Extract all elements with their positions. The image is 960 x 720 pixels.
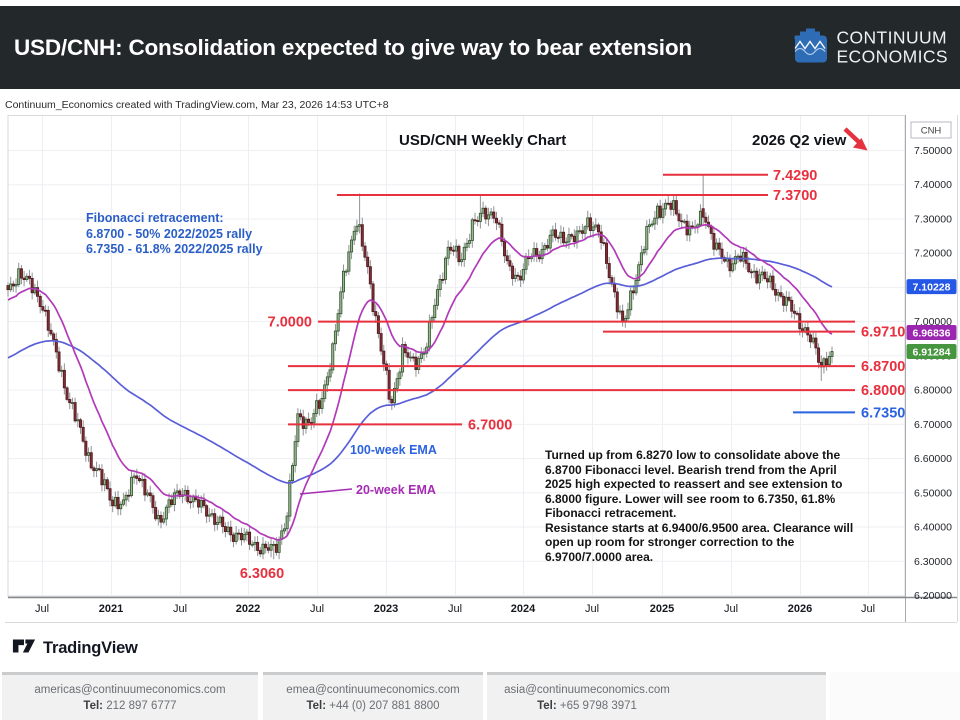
price-badge-label: 6.91284 (913, 346, 951, 358)
asia-tel: Tel: +65 9798 3971 (487, 698, 687, 714)
ema100-label: 100-week EMA (350, 443, 437, 457)
footer-spacer (830, 672, 960, 720)
price-tick: 6.70000 (914, 419, 952, 431)
time-tick-2025: 2025 (650, 603, 674, 615)
time-tick-Jul: Jul (173, 603, 187, 615)
time-axis[interactable]: Jul 2021 Jul 2022 Jul 2023 Jul 2024 Jul 2025 Jul 20… (35, 603, 875, 615)
time-tick-Jul: Jul (861, 603, 875, 615)
level-label-6.3060: 6.3060 (240, 566, 284, 582)
level-label-6.7350: 6.7350 (861, 405, 905, 421)
chart-attribution: Continuum_Economics created with Trading… (5, 99, 389, 111)
emea-tel: Tel: +44 (0) 207 881 8800 (263, 698, 483, 714)
ema-20-week (7, 223, 833, 541)
footer-asia: asia@continuumeconomics.com Tel: +65 979… (487, 672, 826, 720)
price-tick: 6.40000 (914, 522, 952, 534)
price-tick: 6.60000 (914, 453, 952, 465)
level-label-7.3700: 7.3700 (773, 188, 817, 204)
chart-title: USD/CNH Weekly Chart (399, 132, 567, 149)
americas-email: americas@continuumeconomics.com (34, 684, 226, 696)
price-badge-6.96836 (906, 324, 957, 340)
tradingview-logo[interactable]: TradingView (12, 636, 138, 661)
continuum-economics-logo: CONTINUUM ECONOMICS (789, 24, 948, 71)
level-label-7.4290: 7.4290 (773, 168, 817, 184)
price-tick: 6.80000 (914, 385, 952, 397)
price-badge-7.10228 (906, 279, 957, 295)
time-tick-Jul: Jul (585, 603, 599, 615)
brand-line-2: ECONOMICS (836, 46, 948, 67)
footer-americas: americas@continuumeconomics.com Tel: 212… (2, 672, 258, 720)
candles-group (6, 174, 834, 560)
ema20-label: 20-week EMA (356, 483, 436, 497)
price-tick: 7.50000 (914, 145, 952, 157)
tradingview-icon (12, 636, 36, 661)
price-tick: 6.30000 (914, 556, 952, 568)
level-label-6.9710: 6.9710 (861, 325, 905, 341)
footer-emea: emea@continuumeconomics.com Tel: +44 (0)… (263, 672, 483, 720)
price-tick: 7.40000 (914, 179, 952, 191)
level-label-6.8700: 6.8700 (861, 359, 905, 375)
ema-100-week (7, 257, 833, 484)
price-badge-label: 7.10228 (913, 281, 951, 293)
asia-email: asia@continuumeconomics.com (504, 684, 670, 696)
tel-number: +44 (0) 207 881 8800 (329, 700, 440, 712)
level-label-6.7000: 6.7000 (468, 417, 512, 433)
time-tick-Jul: Jul (310, 603, 324, 615)
tel-number: 212 897 6777 (106, 700, 177, 712)
continuum-logo-icon (789, 24, 829, 71)
time-tick-Jul: Jul (35, 603, 49, 615)
brand-text: CONTINUUM ECONOMICS (836, 27, 948, 67)
time-tick-Jul: Jul (724, 603, 738, 615)
time-tick-2023: 2023 (374, 603, 398, 615)
price-tick: 7.20000 (914, 248, 952, 260)
header-bar: USD/CNH: Consolidation expected to give … (0, 6, 960, 89)
emea-email: emea@continuumeconomics.com (286, 684, 460, 696)
level-label-7.0000: 7.0000 (268, 315, 312, 331)
price-badge-6.91284 (906, 343, 957, 359)
analyst-commentary: Turned up from 6.8270 low to consolidate… (545, 448, 854, 564)
price-badge-label: 6.96836 (913, 327, 951, 339)
price-tick: 6.20000 (914, 590, 952, 602)
bear-arrow-icon (843, 127, 868, 151)
americas-tel: Tel: 212 897 6777 (2, 698, 258, 714)
pane-label: CNH (921, 126, 942, 137)
level-label-6.8000: 6.8000 (861, 383, 905, 399)
price-tick: 7.30000 (914, 213, 952, 225)
time-tick-2021: 2021 (99, 603, 123, 615)
pane-label-box (910, 121, 952, 139)
price-tick: 6.50000 (914, 487, 952, 499)
fibonacci-note: Fibonacci retracement: 6.8700 - 50% 2022… (86, 211, 263, 256)
quarter-view-label: 2026 Q2 view (752, 132, 847, 149)
time-tick-2026: 2026 (788, 603, 812, 615)
time-tick-Jul: Jul (448, 603, 462, 615)
tradingview-wordmark: TradingView (43, 639, 138, 657)
tel-number: +65 9798 3971 (559, 700, 637, 712)
brand-line-1: CONTINUUM (836, 27, 947, 48)
tel-label: Tel: (83, 700, 104, 712)
tel-label: Tel: (306, 700, 327, 712)
time-tick-2022: 2022 (236, 603, 260, 615)
tel-label: Tel: (537, 700, 557, 712)
page-title: USD/CNH: Consolidation expected to give … (14, 34, 692, 60)
price-axis[interactable]: CNH 6.20000 6.30000 6.40000 6.50000 6.60000 6.… (5, 115, 958, 623)
ema20-label-pointer (299, 488, 353, 495)
time-tick-2024: 2024 (511, 603, 536, 615)
price-levels-group: 7.4290 7.3700 7.0000 6.9710 6.8700 6.8000 6.73… (240, 168, 906, 582)
